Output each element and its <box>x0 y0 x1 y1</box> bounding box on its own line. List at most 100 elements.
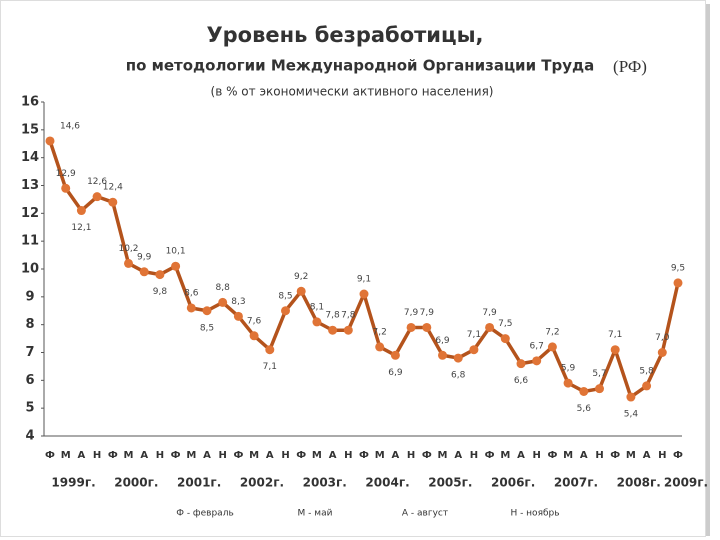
x-tick-label: Ф <box>171 450 181 461</box>
value-label: 7,5 <box>498 319 512 329</box>
year-label: 2005г. <box>428 476 472 490</box>
marker <box>547 342 557 352</box>
value-label: 7,1 <box>608 330 622 340</box>
legend-note: Ф - февраль <box>176 509 234 519</box>
x-tick-label: Ф <box>673 450 683 461</box>
x-tick-label: Н <box>156 450 164 461</box>
y-tick-label: 7 <box>25 345 34 360</box>
year-label: 2001г. <box>177 476 221 490</box>
x-tick-label: М <box>312 450 322 461</box>
value-label: 7,1 <box>263 362 277 372</box>
x-tick-label: Ф <box>422 450 432 461</box>
marker <box>422 322 432 332</box>
legend-note: А - август <box>402 509 448 519</box>
y-tick-label: 16 <box>21 95 39 110</box>
x-tick-label: Н <box>658 450 666 461</box>
value-label: 10,2 <box>118 244 138 254</box>
x-tick-label: М <box>438 450 448 461</box>
value-label: 6,9 <box>388 368 403 378</box>
year-label: 2004г. <box>365 476 409 490</box>
value-label: 12,6 <box>87 177 107 187</box>
x-tick-label: М <box>626 450 636 461</box>
x-tick-label: А <box>517 450 525 461</box>
value-label: 7,9 <box>420 308 435 318</box>
marker <box>281 306 290 316</box>
value-label: 7,6 <box>247 316 262 326</box>
value-label: 7,0 <box>655 333 670 343</box>
value-label: 8,6 <box>184 288 199 298</box>
value-label: 6,6 <box>514 376 529 386</box>
marker <box>92 192 102 202</box>
x-tick-label: Ф <box>547 450 557 461</box>
x-tick-label: Ф <box>610 450 620 461</box>
x-tick-label: Н <box>219 450 227 461</box>
marker <box>500 334 510 344</box>
marker <box>124 258 133 268</box>
marker <box>642 381 652 391</box>
marker <box>218 297 228 307</box>
marker <box>343 325 353 335</box>
y-tick-label: 11 <box>21 234 39 249</box>
value-label: 7,8 <box>325 311 340 321</box>
value-label: 7,2 <box>545 327 559 337</box>
value-label: 7,1 <box>467 330 481 340</box>
x-tick-label: А <box>392 450 400 461</box>
x-tick-label: А <box>643 450 651 461</box>
value-label: 6,7 <box>530 341 544 351</box>
value-label: 5,7 <box>592 369 606 379</box>
x-tick-label: Ф <box>108 450 118 461</box>
value-label: 5,8 <box>639 366 654 376</box>
value-label: 12,4 <box>103 183 123 193</box>
frame <box>0 0 706 537</box>
x-tick-label: Ф <box>233 450 243 461</box>
y-tick-label: 12 <box>21 206 39 221</box>
y-tick-label: 4 <box>25 429 34 444</box>
year-label: 2009г. <box>664 476 708 490</box>
legend-note: Н - ноябрь <box>510 509 559 519</box>
value-label: 12,9 <box>56 169 76 179</box>
year-label: 2000г. <box>114 476 158 490</box>
x-tick-label: А <box>454 450 462 461</box>
year-label: 1999г. <box>51 476 95 490</box>
value-label: 9,1 <box>357 275 371 285</box>
marker <box>186 303 196 313</box>
marker <box>171 261 181 271</box>
marker <box>155 270 165 280</box>
y-tick-label: 5 <box>25 401 34 416</box>
x-tick-label: А <box>78 450 86 461</box>
marker <box>657 348 667 357</box>
marker <box>265 345 275 355</box>
marker <box>469 345 479 355</box>
x-tick-label: А <box>140 450 148 461</box>
marker <box>45 136 55 146</box>
x-tick-label: Ф <box>45 450 55 461</box>
value-label: 9,8 <box>153 287 168 297</box>
value-label: 14,6 <box>60 121 80 131</box>
marker <box>359 289 369 299</box>
x-tick-label: М <box>375 450 385 461</box>
y-tick-label: 6 <box>25 373 34 388</box>
year-label: 2006г. <box>491 476 535 490</box>
value-label: 8,8 <box>216 283 231 293</box>
x-tick-label: М <box>186 450 196 461</box>
marker <box>296 286 306 296</box>
x-tick-label: М <box>124 450 134 461</box>
x-tick-label: Н <box>93 450 101 461</box>
marker <box>139 267 149 277</box>
value-label: 7,9 <box>404 308 419 318</box>
y-tick-label: 9 <box>25 289 34 304</box>
marker <box>76 206 86 216</box>
y-tick-label: 8 <box>25 317 34 332</box>
marker <box>249 331 259 341</box>
value-label: 7,9 <box>482 308 497 318</box>
region: (РФ) <box>613 57 647 76</box>
x-tick-label: Ф <box>485 450 495 461</box>
value-label: 6,9 <box>435 336 450 346</box>
value-label: 8,3 <box>231 297 245 307</box>
value-label: 7,8 <box>341 311 356 321</box>
legend-note: М - май <box>298 509 333 519</box>
marker <box>406 322 416 332</box>
marker <box>438 350 447 360</box>
x-tick-label: А <box>266 450 274 461</box>
